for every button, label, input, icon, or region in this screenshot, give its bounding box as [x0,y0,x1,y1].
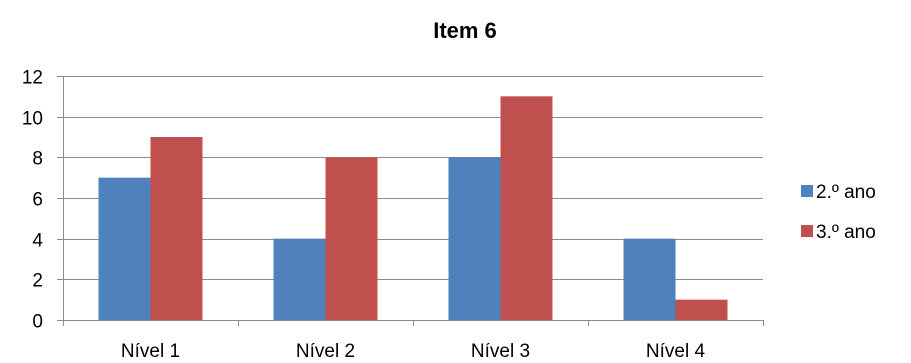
y-tick-label: 10 [22,109,43,130]
y-tick-label: 6 [32,190,43,211]
y-tick-label: 2 [32,271,43,292]
bar-series-2 [500,96,553,320]
legend-label: 3.º ano [816,222,876,243]
y-axis-ticks: 0 2 4 6 8 10 12 [22,68,44,333]
legend-label: 2.º ano [816,182,876,203]
legend: 2.º ano 3.º ano [801,182,876,243]
x-tick-label: Nível 3 [471,341,530,362]
chart-title: Item 6 [433,18,497,43]
legend-swatch [801,225,813,237]
legend-swatch [801,185,813,197]
x-axis-ticks: Nível 1 Nível 2 Nível 3 Nível 4 [121,341,706,362]
bars [98,96,728,320]
bar-series-2 [675,299,728,320]
bar-series-1 [273,238,326,320]
y-tick-label: 12 [22,68,43,89]
bar-series-1 [448,157,501,320]
y-tick-label: 4 [32,231,43,252]
y-tick-label: 0 [32,312,43,333]
bar-series-2 [150,137,203,320]
bar-series-1 [623,238,676,320]
x-tick-label: Nível 1 [121,341,180,362]
x-tick-label: Nível 4 [646,341,706,362]
x-tick-label: Nível 2 [296,341,355,362]
bar-series-1 [98,177,151,320]
bar-series-2 [325,157,378,320]
y-tick-label: 8 [32,149,43,170]
